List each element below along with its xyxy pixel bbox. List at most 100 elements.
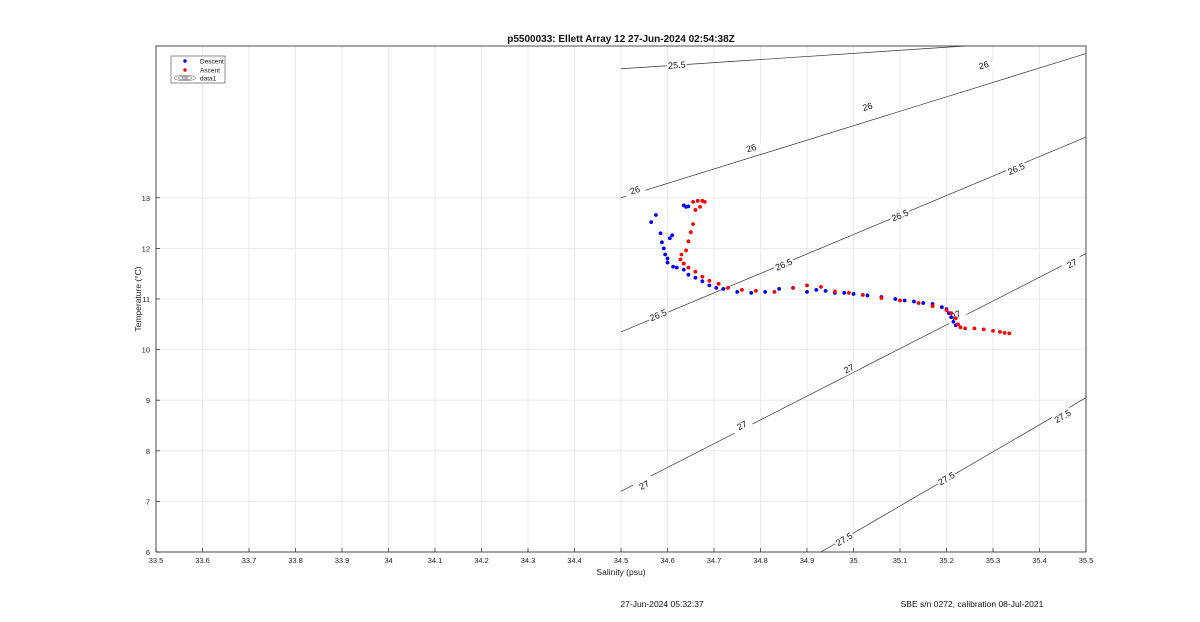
ascent-point [686, 239, 691, 244]
ascent-point [707, 278, 712, 283]
x-tick-label: 34.2 [474, 556, 489, 565]
descent-point [670, 233, 675, 238]
contour-label-bg [1004, 159, 1028, 178]
ascent-point [740, 287, 744, 292]
ascent-point [700, 274, 705, 279]
ascent-point [819, 284, 823, 289]
ascent-point [691, 199, 695, 204]
x-tick-label: 34.8 [753, 556, 768, 565]
descent-point [653, 213, 658, 217]
descent-point [714, 285, 719, 290]
x-tick-label: 33.9 [335, 556, 350, 565]
contour-label-bg [888, 206, 912, 224]
ascent-point [916, 301, 921, 305]
ascent-point [805, 283, 809, 288]
ascent-point [681, 261, 686, 266]
y-axis-ticks: 6 7 8 9 10 11 12 13 [142, 194, 160, 557]
ascent-point [716, 281, 721, 286]
descent-point [674, 265, 679, 270]
y-axis-label: Temperature (°C) [133, 266, 143, 331]
y-tick-label: 8 [146, 447, 150, 456]
legend-contour-icon [173, 75, 197, 81]
ascent-point [956, 322, 961, 327]
contour-label-bg [623, 181, 646, 198]
legend-ascent-marker [183, 68, 187, 72]
ascent-point [991, 328, 995, 333]
contour-label: 26 [745, 142, 758, 155]
contour-label: 26.5 [774, 257, 794, 273]
contour-label: 26 [629, 184, 642, 197]
ascent-point [688, 230, 693, 235]
contour-label-bg [646, 305, 670, 324]
x-tick-label: 35.5 [1079, 556, 1094, 565]
y-tick-label: 10 [142, 346, 150, 355]
legend-descent-label: Descent [200, 59, 224, 66]
contour-label-bg [739, 139, 763, 156]
descent-point [902, 298, 907, 303]
descent-point [777, 286, 781, 291]
descent-point [660, 240, 664, 245]
contour-label-bg [772, 255, 795, 274]
ascent-point [833, 289, 837, 294]
descent-point [851, 292, 856, 296]
ascent-point [972, 326, 977, 331]
descent-point [700, 279, 705, 284]
ascent-point [949, 311, 954, 316]
contour-label-bg [934, 468, 958, 488]
contour-label-bg [972, 56, 995, 73]
x-tick-label: 35.2 [939, 556, 954, 565]
y-tick-label: 7 [146, 497, 150, 506]
contour-line [620, 253, 1087, 492]
contour-label-bg [856, 98, 879, 115]
x-tick-label: 35.4 [1032, 556, 1047, 565]
descent-point [693, 275, 698, 280]
descent-point [949, 315, 954, 320]
descent-point [749, 291, 754, 295]
descent-point [686, 272, 691, 277]
contour-label: 25.5 [668, 60, 686, 71]
ascent-point [691, 222, 695, 227]
descent-point [951, 319, 956, 324]
ascent-point [772, 290, 777, 294]
ascent-point [791, 285, 795, 290]
contour-label-bg [944, 305, 967, 325]
x-tick-label: 35.3 [986, 556, 1001, 565]
descent-point [939, 305, 944, 309]
density-contours: 25.52626262626.526.526.526.5272727272727… [620, 45, 1087, 553]
descent-point [823, 289, 828, 293]
footer-calibration: SBE s/n 0272, calibration 08-Jul-2021 [901, 599, 1044, 609]
y-tick-label: 11 [142, 295, 150, 304]
chart-title: p5500033: Ellett Array 12 27-Jun-2024 02… [507, 34, 735, 45]
contour-label: 26 [861, 100, 874, 113]
contour-label: 27 [1065, 257, 1078, 270]
ascent-point [698, 205, 702, 209]
descent-point [707, 283, 712, 288]
ascent-point [898, 298, 902, 303]
contour-label-bg [632, 475, 656, 495]
x-tick-label: 34.5 [614, 556, 629, 565]
ascent-point [1002, 331, 1007, 335]
descent-point [665, 256, 670, 261]
x-tick-label: 35 [849, 556, 857, 565]
contour-label-bg [1060, 253, 1084, 273]
ascent-point [679, 252, 684, 257]
contour-label: 26 [977, 59, 990, 72]
contour-label: 26.5 [648, 307, 668, 323]
descent-point [921, 301, 926, 305]
x-tick-label: 34.7 [707, 556, 722, 565]
x-axis-label: Salinity (psu) [596, 567, 645, 577]
footer-date: 27-Jun-2024 05:32:37 [620, 599, 703, 609]
ascent-point [753, 289, 758, 293]
data-points [649, 198, 1012, 336]
x-tick-label: 33.8 [288, 556, 303, 565]
y-tick-label: 12 [142, 244, 150, 253]
ascent-point [678, 257, 683, 262]
ascent-point [953, 316, 958, 321]
legend-box [170, 55, 226, 84]
x-tick-label: 34.6 [660, 556, 675, 565]
ascent-point [695, 198, 700, 203]
ascent-point [860, 293, 865, 297]
x-tick-label: 34 [384, 556, 392, 565]
descent-point [671, 264, 675, 269]
